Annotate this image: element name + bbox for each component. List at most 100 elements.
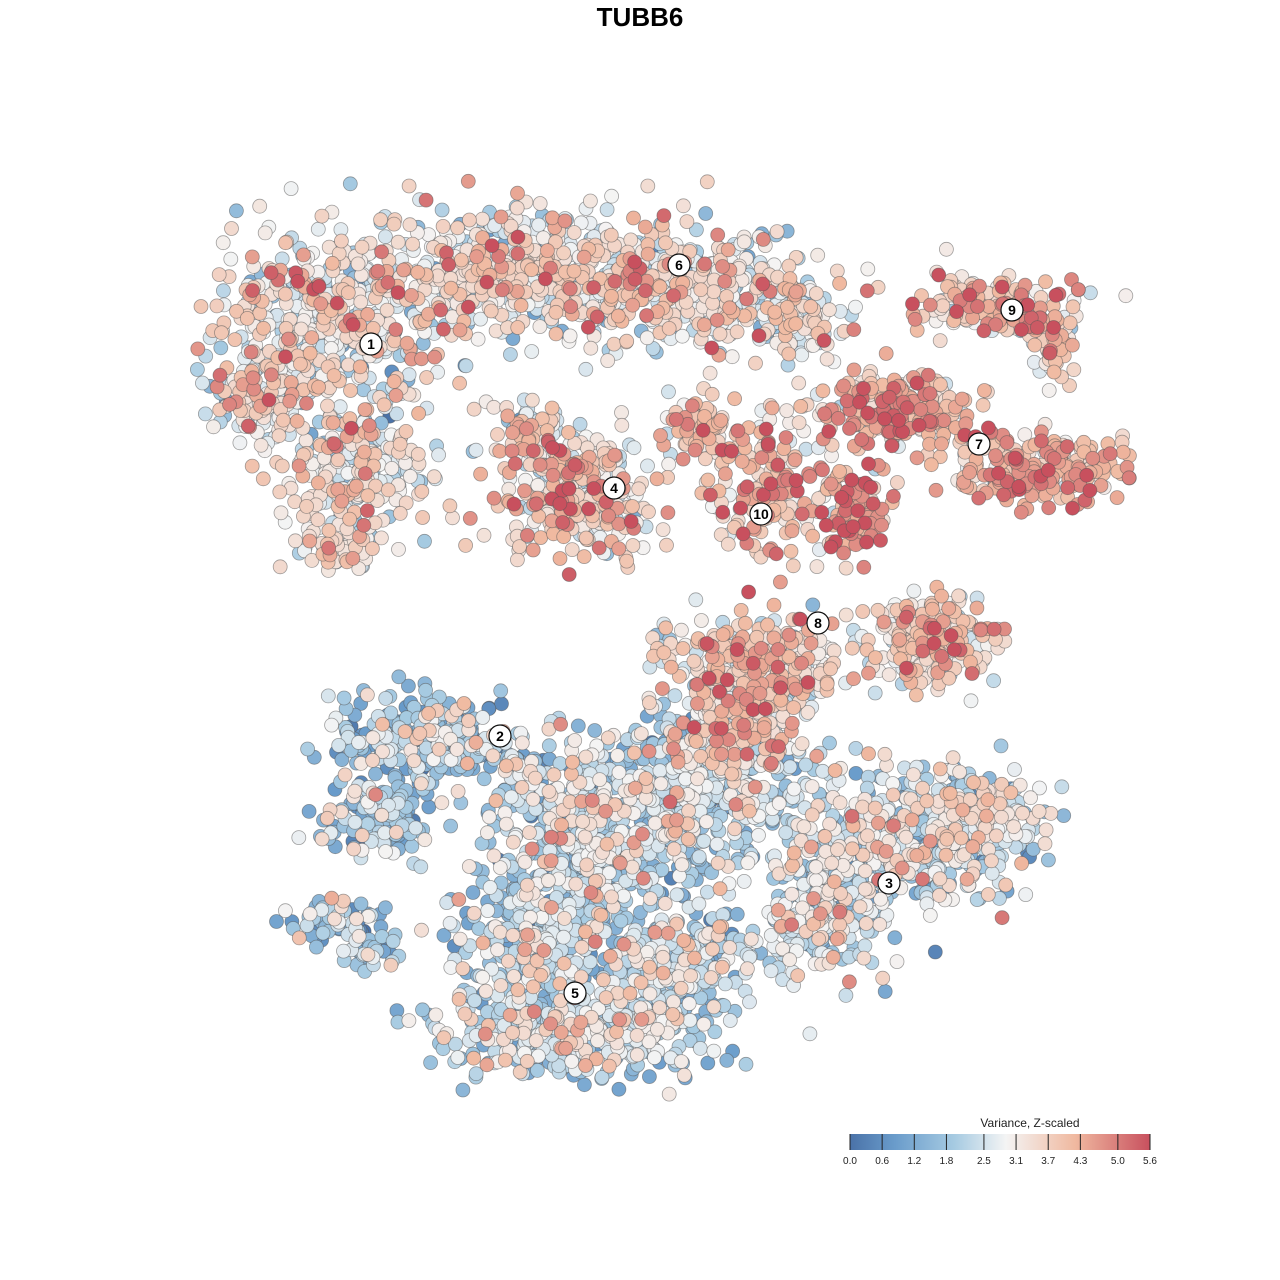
cell-point <box>213 340 229 356</box>
cell-point <box>652 763 668 779</box>
cell-point <box>709 836 725 852</box>
cell-point <box>421 799 437 815</box>
cell-point <box>481 809 497 825</box>
cell-point <box>805 597 821 613</box>
cell-point <box>724 349 740 365</box>
cell-point <box>786 781 802 797</box>
cell-point <box>722 1013 738 1028</box>
cell-point <box>939 241 954 257</box>
cell-point <box>531 217 547 233</box>
cell-point <box>860 261 876 277</box>
cell-point <box>578 361 594 377</box>
cell-point <box>455 1082 471 1098</box>
cell-point <box>778 825 794 840</box>
cell-point <box>479 825 495 841</box>
cell-point <box>498 816 514 832</box>
cell-point <box>1007 762 1022 777</box>
cell-point <box>570 718 586 734</box>
cell-point <box>838 988 854 1003</box>
cell-point <box>452 931 468 947</box>
cell-point <box>467 993 483 1008</box>
cell-point <box>692 1041 708 1056</box>
cell-point <box>475 969 491 985</box>
cell-point <box>696 833 712 849</box>
cell-point <box>493 683 509 699</box>
cell-point <box>377 900 393 916</box>
cell-point <box>1041 852 1056 868</box>
cell-point <box>661 456 677 472</box>
cell-point <box>600 353 616 369</box>
cell-point <box>993 738 1009 754</box>
cell-point <box>556 929 571 945</box>
cell-point <box>802 1026 818 1042</box>
cell-point <box>490 942 506 958</box>
cell-point <box>653 776 669 792</box>
cell-point <box>877 984 893 999</box>
cell-point <box>784 886 800 902</box>
cell-point <box>691 896 707 912</box>
cell-point <box>532 196 548 211</box>
cell-point <box>291 830 307 845</box>
cell-point <box>779 403 795 419</box>
cell-point <box>408 820 424 836</box>
cell-point <box>480 903 496 918</box>
cell-point <box>808 859 824 875</box>
cell-point <box>506 969 522 984</box>
cell-point <box>458 358 474 374</box>
cell-point <box>674 328 690 344</box>
cell-point <box>404 838 420 854</box>
cell-point <box>514 735 530 751</box>
cell-point <box>676 198 691 214</box>
cell-point <box>906 767 921 782</box>
cell-point <box>300 741 316 757</box>
cell-point <box>524 344 540 359</box>
cell-point <box>365 730 381 746</box>
cell-point <box>428 1007 444 1023</box>
cell-point <box>269 914 284 929</box>
cell-point <box>257 225 273 241</box>
cell-point <box>384 460 400 476</box>
cell-point <box>577 1077 592 1093</box>
cell-point <box>922 908 938 923</box>
cell-point <box>377 229 393 245</box>
cell-point <box>401 1013 417 1028</box>
cell-point <box>984 865 1000 881</box>
cell-point <box>567 733 583 748</box>
cell-point <box>450 1050 466 1065</box>
cell-point <box>368 766 383 782</box>
cell-point <box>857 863 873 879</box>
cell-point <box>470 331 486 347</box>
cell-point <box>906 583 922 599</box>
cell-point <box>702 365 718 381</box>
cell-point <box>738 1056 754 1072</box>
cell-point <box>611 765 627 780</box>
cell-point <box>782 952 797 968</box>
cell-point <box>353 896 369 912</box>
cell-point <box>604 188 619 204</box>
cell-point <box>1023 790 1038 806</box>
cell-point <box>277 903 293 919</box>
cell-point <box>694 613 709 628</box>
cell-point <box>347 783 363 799</box>
cell-point <box>682 1012 698 1028</box>
cell-point <box>391 542 406 557</box>
cell-point <box>324 717 340 733</box>
cell-point <box>832 795 848 811</box>
cell-point <box>189 362 205 377</box>
cell-point <box>804 779 820 794</box>
cell-point <box>336 690 352 706</box>
cell-point <box>626 440 642 456</box>
cell-point <box>614 417 630 433</box>
cell-point <box>736 234 752 250</box>
cell-point <box>898 829 914 845</box>
cell-point <box>674 857 690 873</box>
cell-point <box>502 347 518 362</box>
cell-point <box>699 814 714 830</box>
cell-point <box>385 933 401 949</box>
cell-point <box>320 688 336 704</box>
cell-point <box>308 939 324 955</box>
cell-point <box>927 944 943 960</box>
cell-point <box>215 283 231 299</box>
cell-point <box>647 1050 662 1065</box>
cell-point <box>867 685 883 701</box>
